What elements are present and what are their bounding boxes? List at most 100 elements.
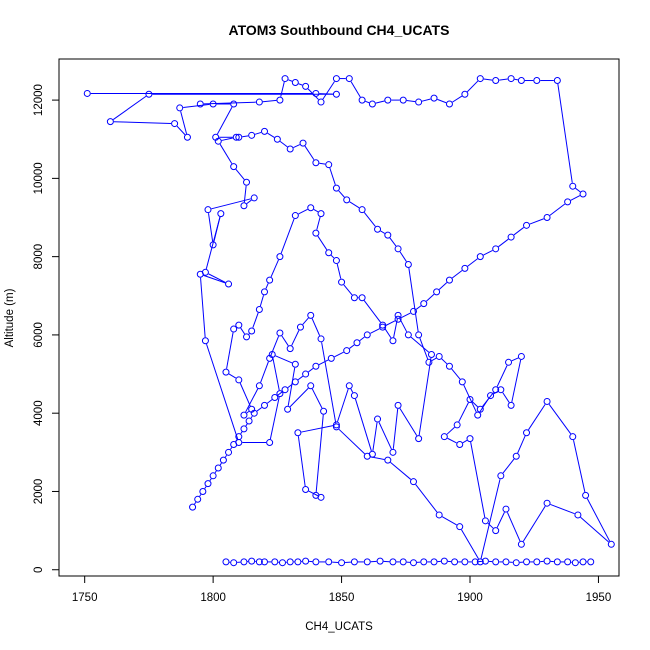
data-point — [404, 331, 412, 339]
series-0-segment — [354, 398, 372, 452]
series-0-segment — [219, 143, 233, 164]
data-point — [214, 464, 222, 472]
data-point — [230, 559, 238, 567]
data-point — [425, 358, 433, 366]
data-point — [243, 333, 251, 341]
data-point — [517, 540, 525, 548]
series-0-segment — [298, 208, 308, 215]
data-point — [201, 337, 209, 345]
data-point — [171, 120, 179, 128]
series-0-segment — [180, 111, 188, 135]
data-point — [350, 392, 358, 400]
data-point — [325, 161, 333, 169]
series-1-segment — [334, 351, 344, 358]
data-point — [250, 194, 258, 202]
series-0-segment — [384, 327, 392, 339]
series-0-segment — [487, 522, 494, 529]
data-point — [399, 96, 407, 104]
series-0-segment — [208, 273, 226, 283]
series-0-segment — [270, 336, 280, 356]
series-0-segment — [372, 422, 378, 451]
series-0-segment — [226, 332, 234, 369]
data-point — [196, 100, 204, 108]
x-tick-label: 1950 — [586, 592, 612, 604]
data-point — [502, 558, 510, 566]
series-0-segment — [458, 402, 469, 423]
data-point — [189, 503, 197, 511]
data-point — [481, 517, 489, 525]
data-point — [543, 499, 551, 507]
data-point — [415, 435, 423, 443]
data-point — [219, 456, 227, 464]
data-point — [325, 558, 333, 566]
data-point — [523, 429, 531, 437]
series-1-segment — [280, 81, 285, 97]
series-0-segment — [349, 201, 360, 209]
series-1-segment — [240, 431, 243, 435]
data-point — [312, 89, 320, 97]
data-point — [358, 206, 366, 214]
data-point — [492, 527, 500, 535]
series-0-segment — [203, 274, 226, 284]
series-0-segment — [252, 312, 259, 328]
series-0-segment — [548, 403, 572, 435]
data-point — [320, 407, 328, 415]
series-0-segment — [446, 426, 455, 435]
data-point — [145, 90, 153, 98]
series-0-segment — [418, 357, 432, 436]
series-0-segment — [321, 342, 337, 424]
data-point — [433, 288, 441, 296]
data-point — [512, 559, 520, 567]
data-point — [291, 212, 299, 220]
series-1-segment — [452, 95, 463, 103]
data-point — [517, 352, 525, 360]
data-point — [332, 257, 340, 265]
series-1-segment — [214, 470, 217, 474]
series-0-segment — [447, 437, 457, 444]
data-point — [325, 249, 333, 257]
data-point — [379, 321, 387, 329]
series-1-segment — [499, 78, 508, 81]
series-0-segment — [208, 213, 214, 242]
data-point — [487, 392, 495, 400]
series-1-segment — [406, 100, 416, 103]
data-point — [564, 198, 572, 206]
series-0-segment — [281, 335, 289, 346]
y-tick-label: 8000 — [33, 244, 45, 270]
series-0-segment — [216, 106, 233, 135]
data-point — [317, 493, 325, 501]
series-1-segment — [400, 312, 411, 319]
data-point — [240, 558, 248, 566]
y-tick-label: 4000 — [33, 400, 45, 426]
data-point — [376, 557, 384, 565]
data-point — [384, 456, 392, 464]
series-0-segment — [441, 358, 448, 365]
series-0-segment — [235, 169, 245, 180]
data-point — [343, 347, 351, 355]
series-1-segment — [266, 399, 273, 404]
data-point — [276, 96, 284, 104]
data-point — [389, 558, 397, 566]
data-point — [317, 335, 325, 343]
data-point — [533, 558, 541, 566]
series-1-segment — [203, 101, 256, 105]
data-point — [543, 214, 551, 222]
data-point — [517, 77, 525, 85]
series-1-segment — [199, 494, 202, 497]
series-1-segment — [438, 282, 448, 290]
series-0-segment — [336, 263, 342, 279]
data-point — [440, 433, 448, 441]
x-axis: 1750 1800 1850 1900 1950 — [72, 575, 612, 604]
series-1-segment — [483, 249, 493, 256]
series-0-segment — [479, 398, 490, 413]
data-point — [358, 294, 366, 302]
series-0-segment — [502, 392, 510, 403]
series-0-segment — [259, 295, 265, 307]
data-point — [261, 127, 269, 135]
series-0-segment — [246, 199, 252, 205]
data-point — [492, 77, 500, 85]
data-point — [543, 557, 551, 565]
data-point — [492, 558, 500, 566]
series-0-segment — [304, 145, 315, 161]
